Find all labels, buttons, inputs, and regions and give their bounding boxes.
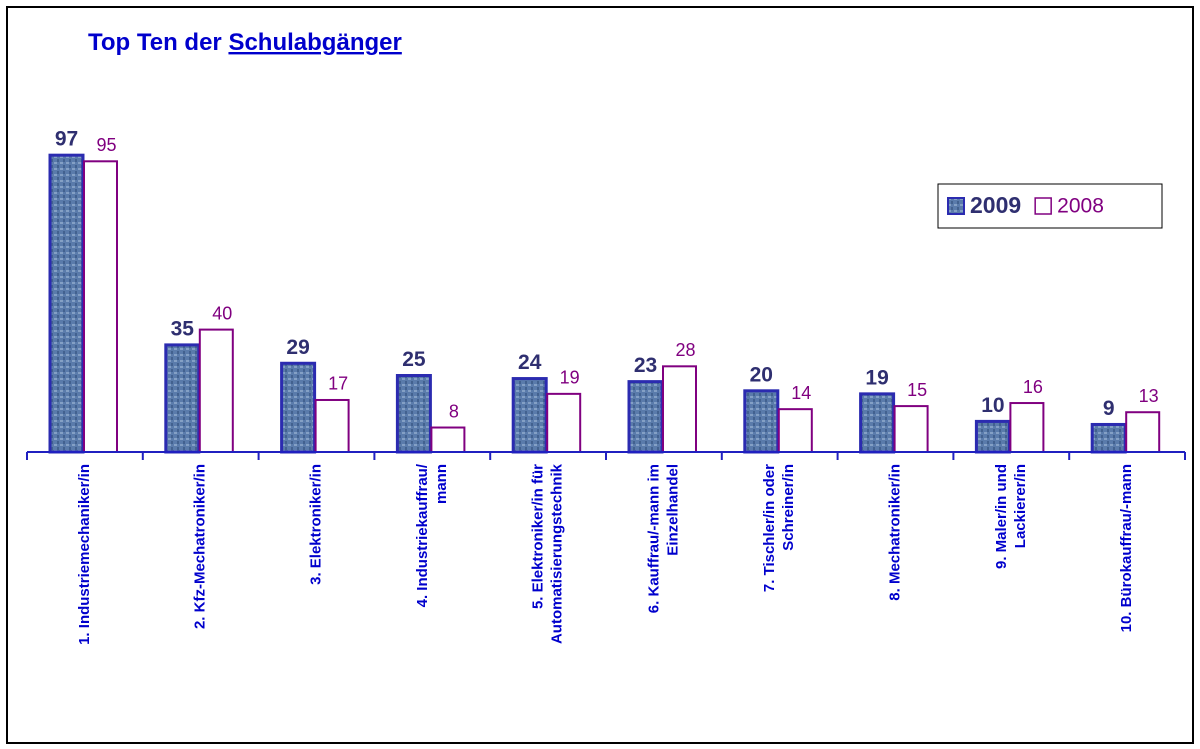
legend-swatch — [1034, 197, 1052, 215]
data-label: 15 — [907, 380, 927, 400]
data-label: 19 — [560, 368, 580, 388]
data-label: 29 — [286, 336, 309, 359]
legend-swatch — [947, 197, 965, 215]
data-label: 28 — [675, 340, 695, 360]
legend-label: 2008 — [1057, 195, 1104, 218]
x-tick-label: Lackierer/in — [1012, 464, 1029, 548]
x-tick-label: Schreiner/in — [780, 464, 797, 551]
x-tick-label: 1. Industriemechaniker/in — [76, 464, 93, 645]
bar — [974, 419, 1011, 454]
data-label: 14 — [791, 383, 811, 403]
x-tick-label: Automatisierungstechnik — [549, 463, 566, 644]
data-label: 9 — [1103, 397, 1115, 420]
bar — [1090, 422, 1127, 454]
x-tick-label: 7. Tischler/in oder — [761, 464, 778, 592]
bar — [1009, 402, 1045, 454]
x-tick-label: 9. Maler/in und — [993, 464, 1010, 569]
data-label: 13 — [1139, 386, 1159, 406]
chart-title-text: Top Ten der — [88, 29, 222, 56]
bar — [198, 328, 234, 454]
data-label: 97 — [55, 128, 78, 151]
chart-title: Top Ten der Schulabgänger — [88, 29, 402, 56]
data-label: 35 — [171, 317, 195, 340]
x-tick-label: 10. Bürokauffrau/-mann — [1118, 464, 1135, 632]
x-tick-label: 4. Industriekauffrau/ — [414, 463, 431, 607]
bar — [893, 405, 929, 454]
bar — [164, 343, 201, 454]
x-tick-label: 5. Elektroniker/in für — [530, 464, 547, 609]
data-label: 19 — [865, 366, 888, 389]
bar — [48, 153, 85, 454]
x-tick-label: 2. Kfz-Mechatroniker/in — [192, 464, 209, 629]
data-label: 25 — [402, 348, 426, 371]
data-label: 16 — [1023, 377, 1043, 397]
bar — [777, 408, 813, 454]
data-label: 23 — [634, 354, 657, 377]
bar — [83, 160, 118, 454]
bar — [511, 377, 548, 454]
bar — [314, 398, 350, 454]
bar — [627, 380, 664, 454]
x-tick-label: 8. Mechatroniker/in — [886, 464, 903, 601]
x-tick-label: mann — [433, 464, 450, 504]
bar — [395, 374, 432, 454]
legend-label: 2009 — [970, 192, 1021, 218]
data-label: 17 — [328, 374, 348, 394]
x-tick-label: 3. Elektroniker/in — [307, 464, 324, 585]
bar — [662, 365, 697, 454]
bar — [430, 426, 466, 453]
data-label: 10 — [981, 394, 1004, 417]
data-label: 20 — [750, 363, 773, 386]
bar — [546, 392, 582, 453]
bar — [743, 389, 780, 454]
bar — [1125, 411, 1161, 453]
bar — [859, 392, 896, 454]
chart-title-link: Schulabgänger — [228, 29, 401, 56]
data-label: 24 — [518, 351, 542, 374]
data-label: 40 — [212, 303, 232, 323]
x-tick-label: 6. Kauffrau/-mann im — [645, 464, 662, 613]
bar — [280, 361, 317, 454]
x-tick-label: Einzelhandel — [664, 464, 681, 556]
data-label: 8 — [449, 401, 459, 421]
data-label: 95 — [96, 135, 116, 155]
